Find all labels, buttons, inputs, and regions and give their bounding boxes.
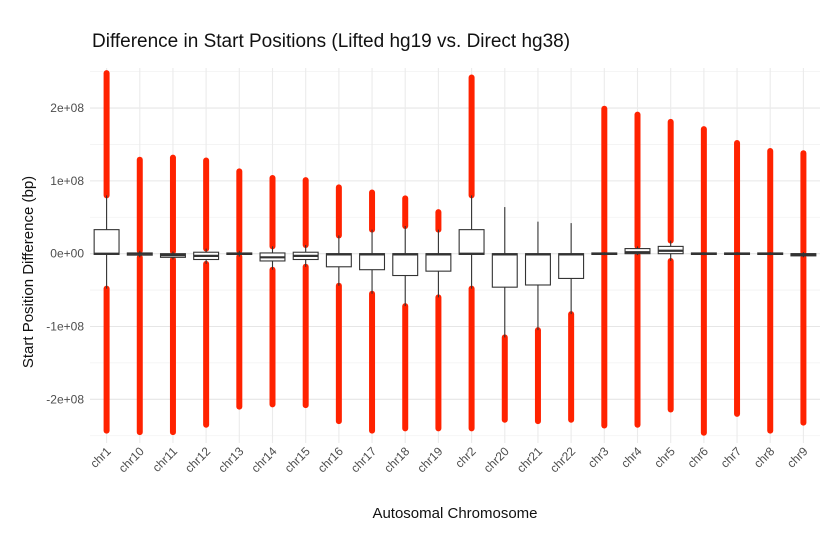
y-tick-label: 2e+08 xyxy=(50,101,84,115)
y-axis-title: Start Position Difference (bp) xyxy=(20,176,37,368)
box-body xyxy=(359,253,386,271)
box-chr1 xyxy=(93,70,120,434)
box-body xyxy=(491,253,518,288)
box-chr16 xyxy=(325,184,352,425)
box-chr9 xyxy=(790,150,817,426)
box-chr4 xyxy=(624,111,651,428)
y-axis-tick-labels: 2e+08 1e+08 0e+00 -1e+08 -2e+08 xyxy=(46,101,84,406)
box-chr11 xyxy=(159,154,186,436)
box-chr22 xyxy=(558,223,585,423)
box-body xyxy=(524,253,551,286)
box-chr6 xyxy=(690,126,717,436)
box-body xyxy=(558,253,585,279)
x-tick-label: chr7 xyxy=(718,444,745,471)
x-tick-label: chr13 xyxy=(215,444,246,475)
box-chr10 xyxy=(126,156,153,436)
x-tick-label: chr8 xyxy=(751,444,778,471)
x-tick-label: chr5 xyxy=(651,444,678,471)
box-chr13 xyxy=(226,168,253,410)
chart-title: Difference in Start Positions (Lifted hg… xyxy=(92,31,570,52)
box-body xyxy=(93,229,120,255)
box-chr2 xyxy=(458,74,485,432)
x-tick-label: chr14 xyxy=(248,444,279,475)
box-chr20 xyxy=(491,207,518,423)
x-axis-tick-labels: chr1 chr10 chr11 chr12 chr13 chr14 chr15 chr16 c… xyxy=(87,444,810,475)
x-tick-label: chr4 xyxy=(618,444,645,471)
box-body xyxy=(392,253,419,277)
x-tick-label: chr9 xyxy=(784,444,811,471)
box-chr7 xyxy=(724,140,751,417)
x-tick-label: chr1 xyxy=(87,444,114,471)
box-chr21 xyxy=(524,221,551,425)
x-tick-label: chr6 xyxy=(685,444,712,471)
box-layer xyxy=(93,70,817,436)
x-tick-label: chr18 xyxy=(381,444,412,475)
box-chr8 xyxy=(757,148,784,434)
box-body xyxy=(425,253,452,272)
x-axis-title: Autosomal Chromosome xyxy=(372,505,537,522)
x-tick-label: chr2 xyxy=(452,444,479,471)
box-chr5 xyxy=(657,118,684,413)
x-tick-label: chr16 xyxy=(315,444,346,475)
x-tick-label: chr20 xyxy=(481,444,512,475)
y-tick-label: 1e+08 xyxy=(50,174,84,188)
box-chr14 xyxy=(259,174,286,408)
x-tick-label: chr3 xyxy=(585,444,612,471)
box-chr3 xyxy=(591,105,618,429)
box-chr17 xyxy=(359,189,386,434)
box-chr19 xyxy=(425,209,452,432)
x-tick-label: chr17 xyxy=(348,444,379,475)
y-tick-label: -1e+08 xyxy=(46,319,84,333)
x-tick-label: chr12 xyxy=(182,444,213,475)
box-chr18 xyxy=(392,195,419,432)
x-tick-label: chr11 xyxy=(150,444,181,475)
x-tick-label: chr21 xyxy=(514,444,545,475)
y-tick-label: 0e+00 xyxy=(50,247,84,261)
box-body xyxy=(325,253,352,268)
x-tick-label: chr19 xyxy=(414,444,445,475)
box-body xyxy=(458,229,485,255)
box-chr12 xyxy=(193,157,220,428)
x-tick-label: chr15 xyxy=(282,444,313,475)
box-chr15 xyxy=(292,177,319,409)
x-tick-label: chr10 xyxy=(116,444,147,475)
x-tick-label: chr22 xyxy=(547,444,578,475)
y-tick-label: -2e+08 xyxy=(46,392,84,406)
